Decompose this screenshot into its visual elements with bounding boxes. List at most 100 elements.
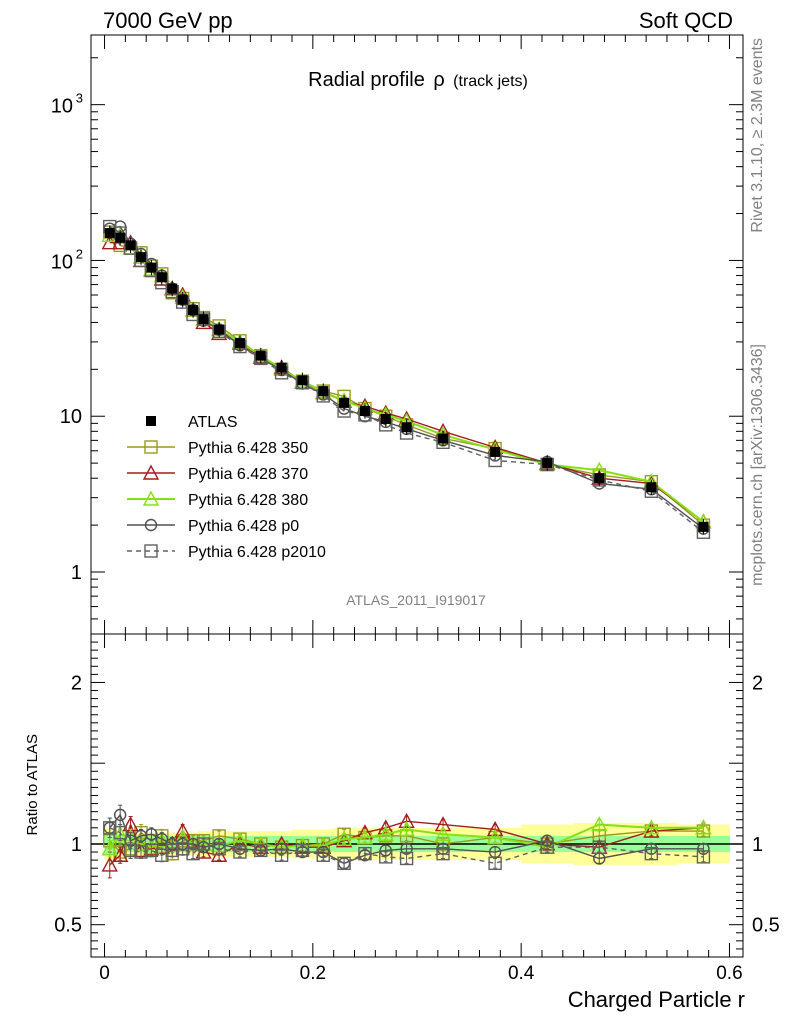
ratio-line — [109, 827, 704, 865]
ratio-point — [113, 808, 127, 822]
data-point — [318, 386, 329, 397]
ratio-point — [434, 825, 452, 841]
data-point — [214, 324, 225, 335]
ratio-point — [592, 840, 606, 854]
legend-label: Pythia 6.428 p2010 — [188, 544, 326, 561]
data-point — [490, 446, 501, 457]
chart-title: Radial profile ρ (track jets) — [308, 69, 528, 91]
ratio-point — [399, 851, 414, 866]
ratio-plot-frame — [90, 633, 744, 958]
y-tick-label: 10 — [51, 96, 73, 118]
legend-entry: Pythia 6.428 370 — [127, 464, 308, 483]
series-atlas — [104, 225, 709, 535]
data-point — [125, 240, 136, 251]
ratio-point — [155, 832, 169, 846]
data-point — [115, 232, 126, 243]
ratio-point — [165, 843, 179, 858]
legend-entry: ATLAS — [146, 414, 238, 431]
ratio-point — [335, 830, 353, 846]
ratio-point — [123, 843, 138, 858]
data-point — [156, 272, 167, 283]
ratio-point — [144, 843, 159, 858]
data-point — [297, 375, 308, 386]
data-point — [198, 314, 209, 325]
ratio-point — [540, 840, 554, 854]
legend-label: Pythia 6.428 380 — [188, 492, 308, 509]
series-mc-4 — [103, 220, 710, 535]
header-left: 7000 GeV pp — [103, 8, 233, 33]
legend-marker — [142, 490, 160, 506]
y-tick-label: 10 — [60, 406, 82, 428]
ratio-point — [196, 837, 211, 851]
ratio-point — [337, 856, 351, 871]
data-point — [135, 252, 146, 263]
ratio-series-5 — [103, 817, 711, 871]
ratio-point — [696, 850, 711, 864]
ratio-point — [358, 846, 372, 861]
series-layer — [101, 219, 712, 879]
data-point — [167, 283, 178, 294]
ratio-point — [398, 820, 415, 837]
ratio-point — [295, 843, 310, 858]
ratio-point — [134, 845, 148, 859]
data-point — [234, 338, 245, 349]
legend-label: Pythia 6.428 350 — [188, 440, 308, 457]
ratio-point — [274, 848, 289, 862]
ratio-line — [109, 813, 704, 865]
ratio-point — [233, 845, 247, 859]
x-tick-label: 0.2 — [300, 963, 326, 984]
ratio-point — [643, 819, 660, 835]
ratio-y-tick-label: 2 — [752, 672, 763, 694]
y-tick-label: 10 — [51, 251, 73, 273]
data-point — [542, 458, 553, 469]
data-point — [188, 305, 199, 316]
y-tick-label-exponent: 3 — [76, 91, 83, 106]
x-axis-label: Charged Particle r — [568, 987, 745, 1012]
data-point — [401, 422, 412, 433]
ratio-y-tick-label: 2 — [71, 672, 82, 694]
data-point — [104, 228, 115, 239]
x-tick-label: 0 — [99, 963, 110, 984]
data-point — [276, 362, 287, 373]
x-tick-label: 0.4 — [508, 963, 535, 984]
title-main: Radial profile — [308, 69, 425, 91]
ratio-point — [486, 829, 504, 845]
legend-entry: Pythia 6.428 p2010 — [127, 544, 326, 561]
x-tick-label: 0.6 — [716, 963, 742, 984]
ratio-point — [175, 842, 190, 856]
ratio-point — [101, 840, 118, 856]
ratio-point — [113, 825, 127, 840]
legend-marker — [146, 416, 156, 426]
y-tick-label: 1 — [71, 562, 82, 584]
ratio-point — [145, 828, 158, 841]
legend-label: Pythia 6.428 p0 — [188, 518, 299, 535]
ratio-y-tick-label: 1 — [71, 834, 82, 856]
ratio-point — [379, 850, 393, 864]
ratio-point — [254, 843, 268, 858]
ratio-point — [488, 856, 502, 871]
ratio-point — [155, 848, 169, 862]
data-point — [146, 262, 157, 273]
ratio-point — [212, 842, 226, 856]
legend-label: ATLAS — [188, 414, 238, 431]
ratio-point — [377, 825, 394, 841]
ratio-y-axis-label: Ratio to ATLAS — [24, 734, 41, 835]
ratio-point — [436, 846, 450, 861]
side-label-bottom: mcplots.cern.ch [arXiv:1306.3436] — [749, 344, 766, 586]
legend-entry: Pythia 6.428 380 — [127, 490, 308, 509]
legend-marker — [144, 440, 158, 454]
ratio-point — [101, 856, 118, 872]
ratio-y-tick-label: 0.5 — [752, 915, 780, 937]
ratio-y-tick-label: 1 — [752, 834, 763, 856]
legend-marker — [144, 544, 158, 558]
analysis-tag: ATLAS_2011_I919017 — [346, 592, 486, 608]
data-point — [698, 521, 709, 532]
data-point — [438, 433, 449, 444]
ratio-point — [644, 846, 659, 861]
legend-marker — [142, 464, 160, 480]
legend-entry: Pythia 6.428 350 — [127, 440, 308, 457]
series-line — [109, 225, 704, 533]
data-point — [646, 482, 657, 493]
ratio-point — [591, 816, 608, 832]
